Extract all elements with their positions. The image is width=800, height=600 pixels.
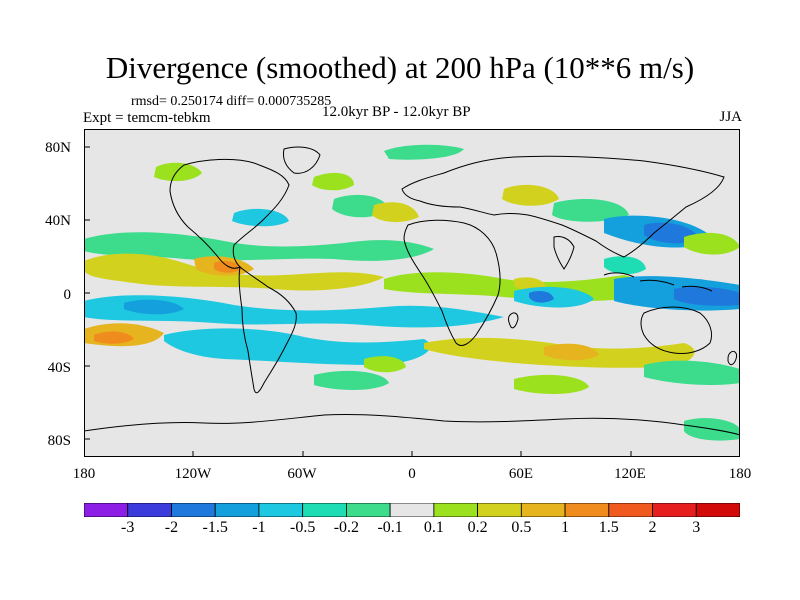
lon-label-0: 0 xyxy=(408,466,416,482)
plot-title: Divergence (smoothed) at 200 hPa (10**6 … xyxy=(105,50,695,85)
colorbar-label: -1.5 xyxy=(202,519,228,536)
lon-label-60e: 60E xyxy=(508,466,534,482)
colorbar-label: -0.1 xyxy=(377,519,403,536)
colorbar-label: -0.2 xyxy=(333,519,360,536)
colorbar-swatch xyxy=(302,503,347,517)
experiment-label: Expt = temcm-tebkm xyxy=(83,110,211,126)
divergence-map xyxy=(84,129,740,457)
lat-label-80n: 80N xyxy=(45,140,71,156)
lat-label-40s: 40S xyxy=(47,360,71,376)
coastlines xyxy=(84,146,740,436)
colorbar-swatch xyxy=(433,503,478,517)
colorbar-swatch xyxy=(345,503,391,517)
colorbar-swatch xyxy=(258,503,304,517)
colorbar-label: -3 xyxy=(121,519,135,536)
axis-ticks xyxy=(84,146,632,457)
lon-label-180e: 180 xyxy=(728,466,752,482)
lat-label-80s: 80S xyxy=(47,433,71,449)
colorbar-swatch xyxy=(564,503,610,517)
colorbar-label: 1.5 xyxy=(598,519,619,536)
stats-label: rmsd= 0.250174 diff= 0.000735285 xyxy=(131,94,332,109)
colorbar-label: -0.5 xyxy=(289,519,316,536)
colorbar-label: 0.1 xyxy=(423,519,444,536)
colorbar-swatch xyxy=(214,503,260,517)
colorbar-swatch xyxy=(171,503,216,517)
lon-label-60w: 60W xyxy=(287,466,317,482)
colorbar-swatch xyxy=(520,503,566,517)
colorbar-swatch xyxy=(695,503,740,517)
colorbar-label: 0.5 xyxy=(511,519,532,536)
colorbar-swatch xyxy=(127,503,172,517)
divergence-contours xyxy=(84,144,740,441)
colorbar-label: -1 xyxy=(252,519,266,536)
colorbar-swatch xyxy=(84,503,129,517)
colorbar-label: 1 xyxy=(561,519,570,536)
colorbar-swatch xyxy=(608,503,653,517)
lon-label-180w: 180 xyxy=(72,466,96,482)
colorbar-swatch xyxy=(652,503,697,517)
season-label: JJA xyxy=(719,109,742,125)
colorbar-label: 3 xyxy=(692,519,701,536)
colorbar-swatch xyxy=(389,503,435,517)
colorbar xyxy=(84,503,740,517)
colorbar-label: 0.2 xyxy=(467,519,488,536)
colorbar-label: -2 xyxy=(164,519,179,536)
colorbar-label: 2 xyxy=(648,519,657,536)
lon-label-120e: 120E xyxy=(614,466,646,482)
lat-label-equator: 0 xyxy=(63,287,72,303)
lon-label-120w: 120W xyxy=(174,466,212,482)
period-label: 12.0kyr BP - 12.0kyr BP xyxy=(322,104,471,120)
lat-label-40n: 40N xyxy=(45,213,71,229)
colorbar-swatch xyxy=(477,503,522,517)
